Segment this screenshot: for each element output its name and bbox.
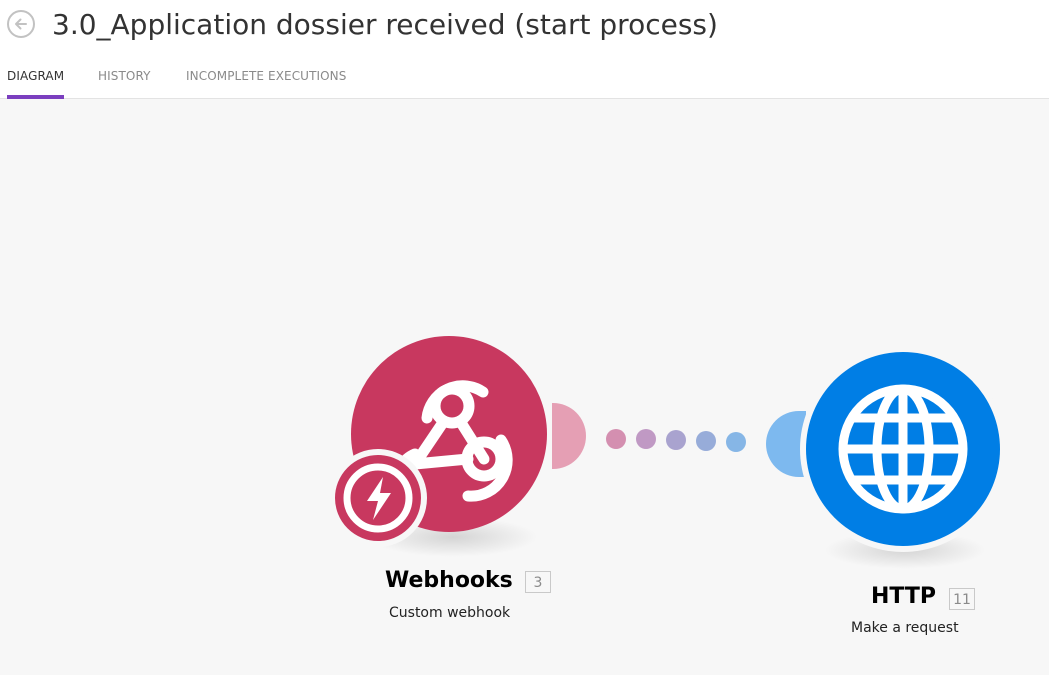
connection-dot [726,432,746,452]
webhooks-module-circle[interactable] [351,336,547,532]
http-module-count: 11 [949,588,975,610]
page-title: 3.0_Application dossier received (start … [52,8,718,41]
connection-dot [636,429,656,449]
trigger-badge[interactable] [329,449,427,547]
connection-dot [666,430,686,450]
connection-dot [606,429,626,449]
http-module-name: HTTP [871,584,937,609]
http-module-fill [806,352,1000,546]
webhooks-output-connector[interactable] [552,403,586,469]
scenario-header: 3.0_Application dossier received (start … [0,0,1049,99]
webhooks-module-name: Webhooks [385,568,513,593]
webhooks-module-count: 3 [525,571,551,593]
globe-icon [838,384,968,514]
webhook-icon [391,380,513,502]
lightning-bolt-icon [343,463,413,533]
tab-diagram[interactable]: DIAGRAM [7,62,65,99]
back-button[interactable] [7,10,35,38]
tab-incomplete-executions[interactable]: INCOMPLETE EXECUTIONS [186,69,347,83]
connection-dot [696,431,716,451]
tab-history[interactable]: HISTORY [98,69,151,83]
http-module-circle[interactable] [800,346,1006,552]
scenario-canvas[interactable]: Webhooks 3 Custom webhook HTTP 11 Make a… [0,99,1049,675]
webhooks-module-action: Custom webhook [389,605,511,621]
http-module-action: Make a request [851,620,959,636]
arrow-left-circle-icon [15,18,27,30]
